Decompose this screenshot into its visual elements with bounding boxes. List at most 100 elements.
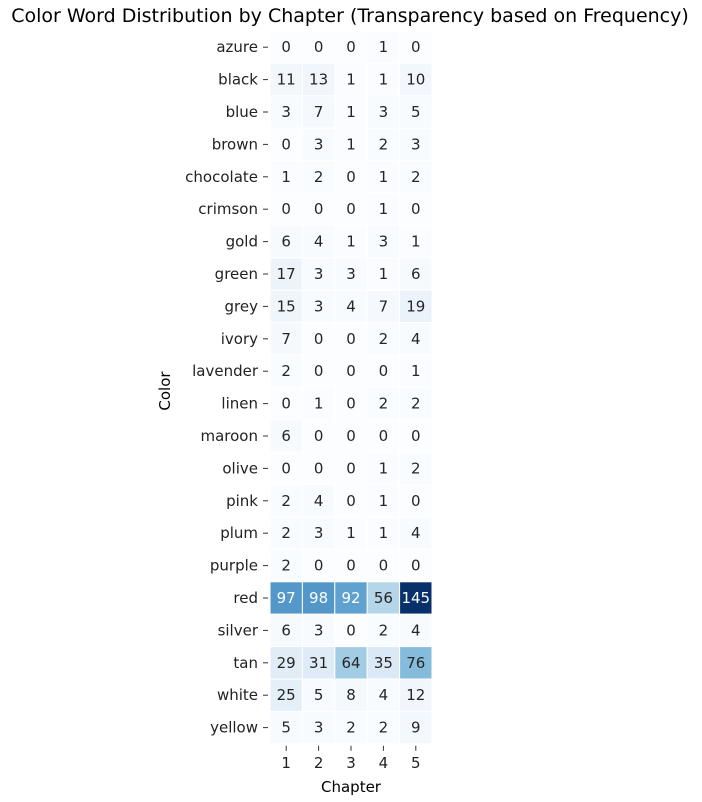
heatmap-cell-tan-5 <box>399 646 433 680</box>
cell-value-linen-4: 2 <box>379 395 389 413</box>
cell-value-crimson-2: 0 <box>314 200 324 218</box>
cell-value-azure-2: 0 <box>314 38 324 56</box>
heatmap-cell-pink-2 <box>301 484 336 518</box>
x-tick-label-1: 1 <box>281 754 291 772</box>
y-tick-label-yellow: yellow <box>210 719 258 737</box>
cell-value-azure-3: 0 <box>346 38 356 56</box>
cell-value-black-1: 11 <box>277 71 296 89</box>
heatmap-cell-purple-2 <box>301 548 336 583</box>
heatmap-cell-crimson-4 <box>366 192 401 226</box>
cell-value-red-2: 98 <box>309 589 328 607</box>
x-tick-label-4: 4 <box>379 754 389 772</box>
cell-value-red-4: 56 <box>374 589 393 607</box>
cell-value-crimson-3: 0 <box>346 200 356 218</box>
cell-value-purple-5: 0 <box>411 557 421 575</box>
cell-value-green-4: 1 <box>379 265 389 283</box>
cell-value-yellow-4: 2 <box>379 719 389 737</box>
y-tick-label-linen: linen <box>221 395 258 413</box>
heatmap-cell-gold-1 <box>269 224 303 259</box>
y-tick-labels: azure black blue brown chocolate crimson gold g… <box>185 38 268 737</box>
heatmap-cell-white-2 <box>301 678 336 712</box>
heatmap-cell-plum-4 <box>366 516 401 550</box>
cell-value-chocolate-5: 2 <box>411 168 421 186</box>
cell-value-linen-2: 1 <box>314 395 324 413</box>
heatmap-cell-brown-4 <box>366 127 401 162</box>
heatmap-cell-azure-1 <box>269 30 303 64</box>
cell-value-yellow-5: 9 <box>411 719 421 737</box>
heatmap-cell-plum-3 <box>334 516 368 550</box>
heatmap-cell-tan-1 <box>269 646 303 680</box>
heatmap-cell-yellow-3 <box>334 710 368 745</box>
heatmap-cell-blue-4 <box>366 95 401 129</box>
cell-value-azure-1: 0 <box>281 38 291 56</box>
heatmap-cell-tan-2 <box>301 646 336 680</box>
heatmap-cell-ivory-3 <box>334 322 368 356</box>
y-tick-label-olive: olive <box>222 459 258 477</box>
cell-value-purple-1: 2 <box>281 557 291 575</box>
heatmap-cell-ivory-4 <box>366 322 401 356</box>
cell-value-tan-1: 29 <box>277 654 296 672</box>
cell-value-black-2: 13 <box>309 71 328 89</box>
heatmap-cell-purple-5 <box>399 548 433 583</box>
cell-value-maroon-1: 6 <box>281 427 291 445</box>
heatmap-cell-ivory-2 <box>301 322 336 356</box>
heatmap-cell-plum-5 <box>399 516 433 550</box>
heatmap-cell-yellow-5 <box>399 710 433 745</box>
heatmap-cell-chocolate-1 <box>269 160 303 194</box>
x-tick-label-2: 2 <box>314 754 324 772</box>
cell-value-silver-2: 3 <box>314 621 324 639</box>
heatmap-cell-olive-3 <box>334 451 368 486</box>
cell-value-silver-3: 0 <box>346 621 356 639</box>
cell-value-pink-5: 0 <box>411 492 421 510</box>
heatmap-cell-maroon-5 <box>399 419 433 453</box>
cell-value-brown-4: 2 <box>379 135 389 153</box>
heatmap-cell-lavender-1 <box>269 354 303 388</box>
heatmap-cell-white-3 <box>334 678 368 712</box>
cell-value-olive-1: 0 <box>281 459 291 477</box>
cell-value-maroon-2: 0 <box>314 427 324 445</box>
cell-value-grey-2: 3 <box>314 297 324 315</box>
cell-value-grey-4: 7 <box>379 297 389 315</box>
cell-value-crimson-4: 1 <box>379 200 389 218</box>
cell-value-olive-4: 1 <box>379 459 389 477</box>
heatmap-cell-ivory-1 <box>269 322 303 356</box>
cell-value-tan-5: 76 <box>406 654 425 672</box>
chart-title: Color Word Distribution by Chapter (Tran… <box>11 5 689 27</box>
cell-value-maroon-3: 0 <box>346 427 356 445</box>
cell-value-purple-4: 0 <box>379 557 389 575</box>
y-tick-label-crimson: crimson <box>198 200 258 218</box>
y-tick-label-gold: gold <box>226 233 258 251</box>
y-tick-label-pink: pink <box>226 492 258 510</box>
heatmap-cell-chocolate-3 <box>334 160 368 194</box>
y-tick-label-lavender: lavender <box>192 362 259 380</box>
cell-value-ivory-3: 0 <box>346 330 356 348</box>
y-tick-label-maroon: maroon <box>200 427 258 445</box>
cell-value-ivory-4: 2 <box>379 330 389 348</box>
heatmap-cell-tan-3 <box>334 646 368 680</box>
cell-value-lavender-3: 0 <box>346 362 356 380</box>
heatmap-cell-red-2 <box>301 581 336 615</box>
cell-value-blue-4: 3 <box>379 103 389 121</box>
heatmap-cell-olive-1 <box>269 451 303 486</box>
x-tick-labels: 1 2 3 4 5 <box>281 745 421 772</box>
cell-value-lavender-2: 0 <box>314 362 324 380</box>
y-tick-label-purple: purple <box>210 557 258 575</box>
heatmap-cell-white-5 <box>399 678 433 712</box>
cell-value-olive-3: 0 <box>346 459 356 477</box>
heatmap-cell-red-4 <box>366 581 401 615</box>
cell-value-white-3: 8 <box>346 686 356 704</box>
heatmap-cell-brown-1 <box>269 127 303 162</box>
cell-value-pink-2: 4 <box>314 492 324 510</box>
y-tick-label-grey: grey <box>225 297 259 315</box>
cell-value-red-3: 92 <box>341 589 360 607</box>
cell-value-white-4: 4 <box>379 686 389 704</box>
heatmap-cell-pink-3 <box>334 484 368 518</box>
heatmap-cell-yellow-4 <box>366 710 401 745</box>
cell-value-red-1: 97 <box>277 589 296 607</box>
cell-value-azure-4: 1 <box>379 38 389 56</box>
cell-value-linen-1: 0 <box>281 395 291 413</box>
cell-value-linen-5: 2 <box>411 395 421 413</box>
y-tick-label-chocolate: chocolate <box>185 168 258 186</box>
cell-value-plum-5: 4 <box>411 524 421 542</box>
